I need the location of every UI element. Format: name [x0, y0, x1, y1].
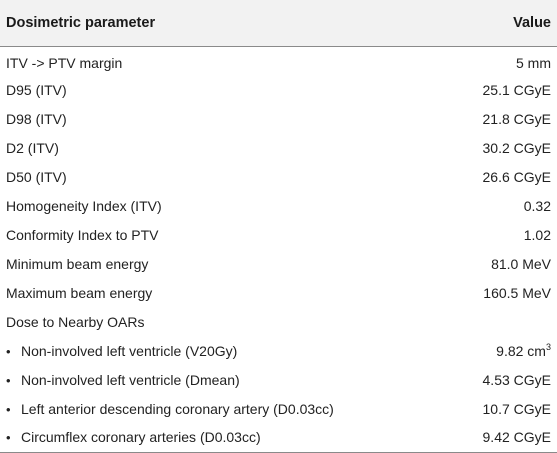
- table-row: D95 (ITV) 25.1 CGyE: [0, 75, 557, 104]
- oar-param: • Left anterior descending coronary arter…: [0, 394, 400, 423]
- oar-value: 4.53 CGyE: [482, 371, 551, 388]
- oar-param: • Non-involved left ventricle (Dmean): [0, 365, 400, 394]
- oar-param: • Circumflex coronary arteries (D0.03cc): [0, 423, 400, 453]
- table-body: ITV -> PTV margin 5 mm D95 (ITV) 25.1 CG…: [0, 46, 557, 453]
- oar-value-superscript: 3: [545, 341, 551, 352]
- oar-section-value-empty: [400, 307, 557, 336]
- row-param: D50 (ITV): [6, 168, 67, 185]
- oar-row: • Circumflex coronary arteries (D0.03cc) …: [0, 423, 557, 453]
- table-row: ITV -> PTV margin 5 mm: [0, 46, 557, 75]
- row-param: Maximum beam energy: [6, 284, 153, 301]
- oar-value-text: 9.82 cm: [496, 342, 546, 359]
- row-value: 81.0 MeV: [491, 255, 551, 272]
- row-param: Minimum beam energy: [6, 255, 149, 272]
- row-param: D2 (ITV): [6, 139, 59, 156]
- bullet-icon: •: [6, 372, 11, 388]
- row-param: D98 (ITV): [6, 110, 67, 127]
- row-param: D95 (ITV): [6, 81, 67, 98]
- row-param: Homogeneity Index (ITV): [6, 197, 162, 214]
- table-row: D2 (ITV) 30.2 CGyE: [0, 133, 557, 162]
- header-row: Dosimetric parameter Value: [0, 0, 557, 47]
- oar-param-text: Circumflex coronary arteries (D0.03cc): [21, 429, 261, 446]
- row-param: ITV -> PTV margin: [6, 55, 123, 72]
- oar-value: 10.7 CGyE: [482, 400, 551, 417]
- table-row: D98 (ITV) 21.8 CGyE: [0, 104, 557, 133]
- oar-section-label: Dose to Nearby OARs: [6, 313, 145, 330]
- oar-param-text: Left anterior descending coronary artery…: [21, 400, 334, 417]
- oar-row: • Non-involved left ventricle (V20Gy) 9.8…: [0, 336, 557, 365]
- row-value: 21.8 CGyE: [482, 110, 551, 127]
- oar-param-text: Non-involved left ventricle (Dmean): [21, 371, 240, 388]
- oar-param-text: Non-involved left ventricle (V20Gy): [21, 342, 238, 359]
- oar-param: • Non-involved left ventricle (V20Gy): [0, 336, 400, 365]
- row-value: 160.5 MeV: [483, 284, 551, 301]
- oar-section-row: Dose to Nearby OARs: [0, 307, 557, 336]
- table-row: Minimum beam energy 81.0 MeV: [0, 249, 557, 278]
- row-value: 1.02: [523, 226, 551, 243]
- oar-value: 9.82 cm3: [400, 336, 557, 365]
- bullet-icon: •: [6, 401, 11, 417]
- header-dosimetric-parameter: Dosimetric parameter: [0, 0, 400, 47]
- table-row: Maximum beam energy 160.5 MeV: [0, 278, 557, 307]
- table-row: Homogeneity Index (ITV) 0.32: [0, 191, 557, 220]
- table-header: Dosimetric parameter Value: [0, 0, 557, 47]
- bullet-icon: •: [6, 430, 11, 446]
- row-param: Conformity Index to PTV: [6, 226, 159, 243]
- table-row: D50 (ITV) 26.6 CGyE: [0, 162, 557, 191]
- bullet-icon: •: [6, 343, 11, 359]
- row-value: 5 mm: [516, 55, 551, 72]
- row-value: 25.1 CGyE: [482, 81, 551, 98]
- header-value: Value: [400, 0, 557, 47]
- oar-value: 9.42 CGyE: [400, 423, 557, 453]
- row-value: 26.6 CGyE: [482, 168, 551, 185]
- oar-row: • Non-involved left ventricle (Dmean) 4.5…: [0, 365, 557, 394]
- oar-row: • Left anterior descending coronary arter…: [0, 394, 557, 423]
- row-value: 0.32: [523, 197, 551, 214]
- table-row: Conformity Index to PTV 1.02: [0, 220, 557, 249]
- row-value: 30.2 CGyE: [482, 139, 551, 156]
